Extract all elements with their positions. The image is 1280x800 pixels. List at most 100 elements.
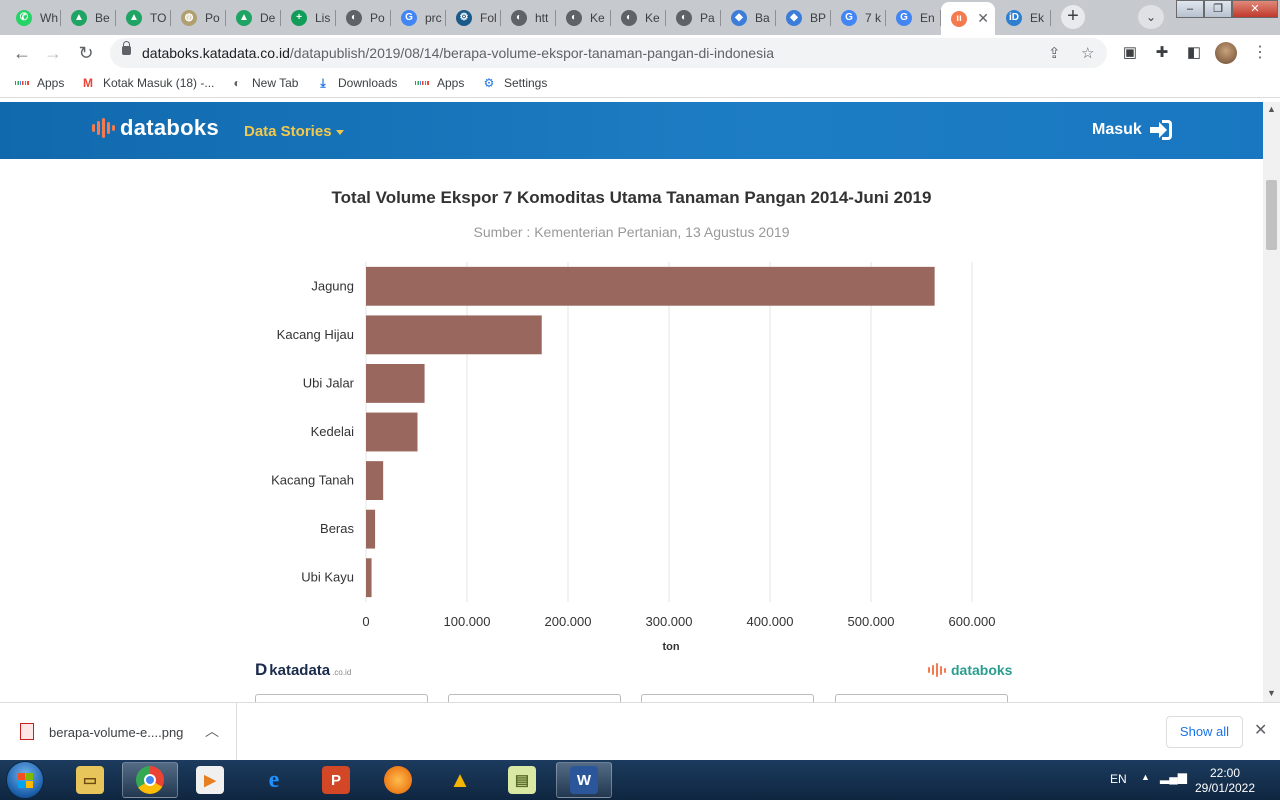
taskbar-word[interactable]: W <box>556 762 612 798</box>
share-icon[interactable]: ⇪ <box>1048 45 1061 62</box>
tab-favicon-icon: ◐ <box>511 9 527 26</box>
browser-tab[interactable]: ▲ De <box>226 4 281 31</box>
page-scrollbar[interactable]: ▲ ▼ <box>1263 102 1280 702</box>
language-indicator[interactable]: EN <box>1110 772 1127 786</box>
share-box[interactable] <box>641 694 814 702</box>
restore-button[interactable]: ❐ <box>1204 0 1232 18</box>
login-button[interactable]: Masuk <box>1092 120 1172 140</box>
taskbar-notes[interactable]: ▤ <box>494 762 550 798</box>
reload-icon[interactable]: ↻ <box>78 43 94 63</box>
gear-icon: ⚙ <box>483 76 495 90</box>
scrollbar-thumb[interactable] <box>1266 180 1277 250</box>
scroll-down-icon[interactable]: ▼ <box>1267 688 1276 698</box>
tab-title: Po <box>370 10 385 25</box>
share-box[interactable] <box>255 694 428 702</box>
browser-tab[interactable]: + Lis <box>281 4 336 31</box>
x-tick-label: 200.000 <box>545 614 592 629</box>
chrome-icon <box>136 766 164 794</box>
browser-tab[interactable]: ▲ TO <box>116 4 171 31</box>
puzzle-icon[interactable]: ✚ <box>1155 44 1169 61</box>
lock-icon[interactable] <box>122 41 131 55</box>
window-close-button[interactable]: ✕ <box>1232 0 1278 18</box>
chevron-up-icon[interactable]: ︿ <box>205 723 219 739</box>
browser-tab[interactable]: ıı ✕ <box>941 2 995 35</box>
browser-tab[interactable]: ▲ Be <box>61 4 116 31</box>
browser-tab[interactable]: ◐ Ke <box>611 4 666 31</box>
share-box[interactable] <box>835 694 1008 702</box>
taskbar-media[interactable]: ▶ <box>182 762 238 798</box>
network-icon[interactable]: ▂▄▆ <box>1160 770 1187 784</box>
new-tab-button[interactable]: + <box>1061 5 1085 29</box>
tab-search-button[interactable]: ⌄ <box>1138 5 1164 29</box>
browser-tab[interactable]: ◐ htt <box>501 4 556 31</box>
extension-icon[interactable]: ▣ <box>1122 44 1138 61</box>
back-icon[interactable]: ← <box>13 43 31 63</box>
menu-dots-icon[interactable]: ⋮ <box>1252 44 1268 61</box>
browser-tab[interactable]: ◍ Po <box>171 4 226 31</box>
bar <box>366 315 542 355</box>
tab-favicon-icon: ◐ <box>566 9 582 26</box>
databoks-footer-logo: databoks <box>928 662 1012 678</box>
category-label: Ubi Kayu <box>301 570 354 585</box>
taskbar-powerpoint[interactable]: P <box>308 762 364 798</box>
category-label: Kacang Hijau <box>277 327 354 342</box>
tab-title: Po <box>205 10 220 25</box>
url-text[interactable]: databoks.katadata.co.id/datapublish/2019… <box>142 45 774 61</box>
tab-favicon-icon: ▲ <box>236 9 252 26</box>
image-file-icon <box>20 723 34 740</box>
browser-tab[interactable]: G 7 k <box>831 4 886 31</box>
scroll-up-icon[interactable]: ▲ <box>1267 104 1276 114</box>
browser-tab[interactable]: ✆ Wh <box>6 4 61 31</box>
databoks-logo[interactable]: databoks <box>92 115 219 141</box>
databoks-logo-icon <box>92 118 115 138</box>
forward-icon[interactable]: → <box>44 43 62 63</box>
show-all-button[interactable]: Show all <box>1166 716 1243 748</box>
start-button[interactable] <box>6 761 44 799</box>
tab-favicon-icon: G <box>401 9 417 26</box>
bar <box>366 558 372 598</box>
profile-avatar[interactable] <box>1215 42 1237 64</box>
side-panel-icon[interactable]: ◧ <box>1186 44 1202 61</box>
bookmark-settings[interactable]: ⚙ Settings <box>483 76 548 90</box>
share-box[interactable] <box>448 694 621 702</box>
bookmark-apps[interactable]: Apps <box>14 76 64 90</box>
clock[interactable]: 22:00 29/01/2022 <box>1194 766 1256 795</box>
bookmark-apps-2[interactable]: Apps <box>414 76 464 90</box>
taskbar-ie[interactable]: e <box>246 762 302 798</box>
katadata-logo: D katadata .co.id <box>255 660 352 679</box>
address-bar[interactable]: databoks.katadata.co.id/datapublish/2019… <box>110 38 1107 68</box>
tab-favicon-icon: ıı <box>951 10 967 27</box>
browser-tab[interactable]: ◐ Po <box>336 4 391 31</box>
bookmark-gmail[interactable]: M Kotak Masuk (18) -... <box>83 76 215 90</box>
bookmark-star-icon[interactable]: ☆ <box>1081 45 1095 62</box>
close-icon[interactable]: ✕ <box>1254 722 1268 739</box>
bookmark-new-tab[interactable]: ◐ New Tab <box>230 76 298 90</box>
bookmark-downloads[interactable]: ⤓ Downloads <box>316 76 397 91</box>
browser-tab[interactable]: ◐ Pa <box>666 4 721 31</box>
tab-close-icon[interactable]: ✕ <box>977 10 989 26</box>
taskbar-firefox[interactable] <box>370 762 426 798</box>
taskbar-chrome[interactable] <box>122 762 178 798</box>
browser-tab[interactable]: ◆ Ba <box>721 4 776 31</box>
data-stories-menu[interactable]: Data Stories <box>244 123 344 140</box>
page-viewport: databoks Data Stories Masuk Total Volume… <box>0 102 1263 702</box>
browser-tab[interactable]: ◆ BP <box>776 4 831 31</box>
taskbar-app[interactable]: ▲ <box>432 762 488 798</box>
triangle-app-icon: ▲ <box>449 767 471 792</box>
bar <box>366 461 384 500</box>
category-label: Kacang Tanah <box>271 473 354 488</box>
browser-tab[interactable]: iD Ek <box>996 4 1051 31</box>
browser-tab[interactable]: ◐ Ke <box>556 4 611 31</box>
tab-favicon-icon: ◐ <box>676 9 692 26</box>
download-item[interactable]: berapa-volume-e....png ︿ <box>0 703 237 761</box>
browser-tab[interactable]: G En <box>886 4 941 31</box>
browser-tab[interactable]: ⚙ Fol <box>446 4 501 31</box>
tab-favicon-icon: G <box>896 9 912 26</box>
minimize-button[interactable]: – <box>1176 0 1204 18</box>
show-hidden-icons[interactable]: ▲ <box>1141 772 1150 782</box>
katadata-mark-icon: D <box>255 660 268 679</box>
tab-favicon-icon: ⚙ <box>456 9 472 26</box>
bar <box>366 364 425 403</box>
taskbar-explorer[interactable]: ▭ <box>62 762 118 798</box>
